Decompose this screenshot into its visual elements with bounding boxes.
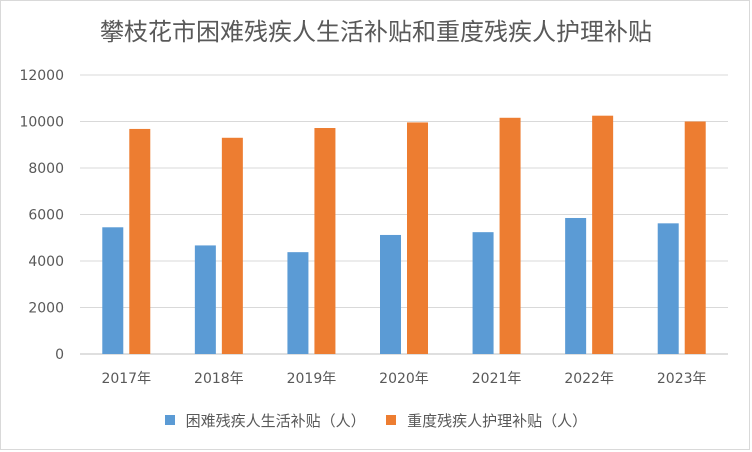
bar-series-2-2018年	[221, 137, 243, 354]
bar-series-1-2020年	[380, 234, 401, 354]
bar-series-2-2022年	[592, 115, 614, 354]
legend-item-series-1: 困难残疾人生活补贴（人）	[164, 410, 366, 431]
y-tick-label: 12000	[19, 68, 64, 84]
x-tick-label: 2022年	[564, 371, 614, 387]
bar-series-1-2022年	[565, 217, 587, 354]
x-tick-label: 2017年	[101, 371, 151, 387]
y-axis-tick-labels: 0 2000 4000 6000 8000 10000 12000	[19, 68, 64, 363]
bar-series-2-2019年	[314, 128, 336, 354]
legend: 困难残疾人生活补贴（人） 重度残疾人护理补贴（人）	[0, 410, 752, 431]
x-tick-label: 2018年	[194, 371, 244, 387]
y-tick-label: 8000	[28, 161, 64, 177]
bar-series-2-2023年	[684, 121, 706, 354]
bar-series-1-2019年	[287, 252, 309, 354]
bar-series-2-2021年	[499, 117, 521, 354]
y-tick-label: 6000	[28, 208, 64, 224]
y-tick-label: 10000	[19, 115, 64, 131]
x-tick-label: 2021年	[472, 371, 522, 387]
x-axis-tick-labels: 2017年 2018年 2019年 2020年 2021年 2022年 2023年	[101, 371, 706, 387]
gridlines	[80, 74, 728, 355]
legend-swatch-series-1	[164, 415, 175, 425]
chart-title: 攀枝花市困难残疾人生活补贴和重度残疾人护理补贴	[100, 18, 652, 46]
y-tick-label: 4000	[28, 254, 64, 270]
bar-series-1-2017年	[102, 227, 124, 354]
x-tick-label: 2020年	[379, 371, 429, 387]
bar-series-1-2018年	[194, 245, 216, 354]
legend-item-series-2: 重度残疾人护理补贴（人）	[386, 410, 587, 431]
legend-swatch-series-2	[386, 415, 397, 425]
bars	[102, 115, 706, 355]
bar-series-2-2017年	[129, 128, 151, 354]
bar-series-2-2020年	[407, 122, 428, 355]
bar-series-1-2021年	[472, 232, 494, 354]
bar-series-1-2023年	[657, 223, 679, 354]
x-tick-label: 2023年	[657, 371, 707, 387]
x-tick-label: 2019年	[287, 371, 337, 387]
y-tick-label: 2000	[28, 301, 64, 317]
legend-label-series-2: 重度残疾人护理补贴（人）	[407, 412, 588, 430]
legend-label-series-1: 困难残疾人生活补贴（人）	[185, 412, 366, 430]
y-tick-label: 0	[55, 347, 64, 363]
